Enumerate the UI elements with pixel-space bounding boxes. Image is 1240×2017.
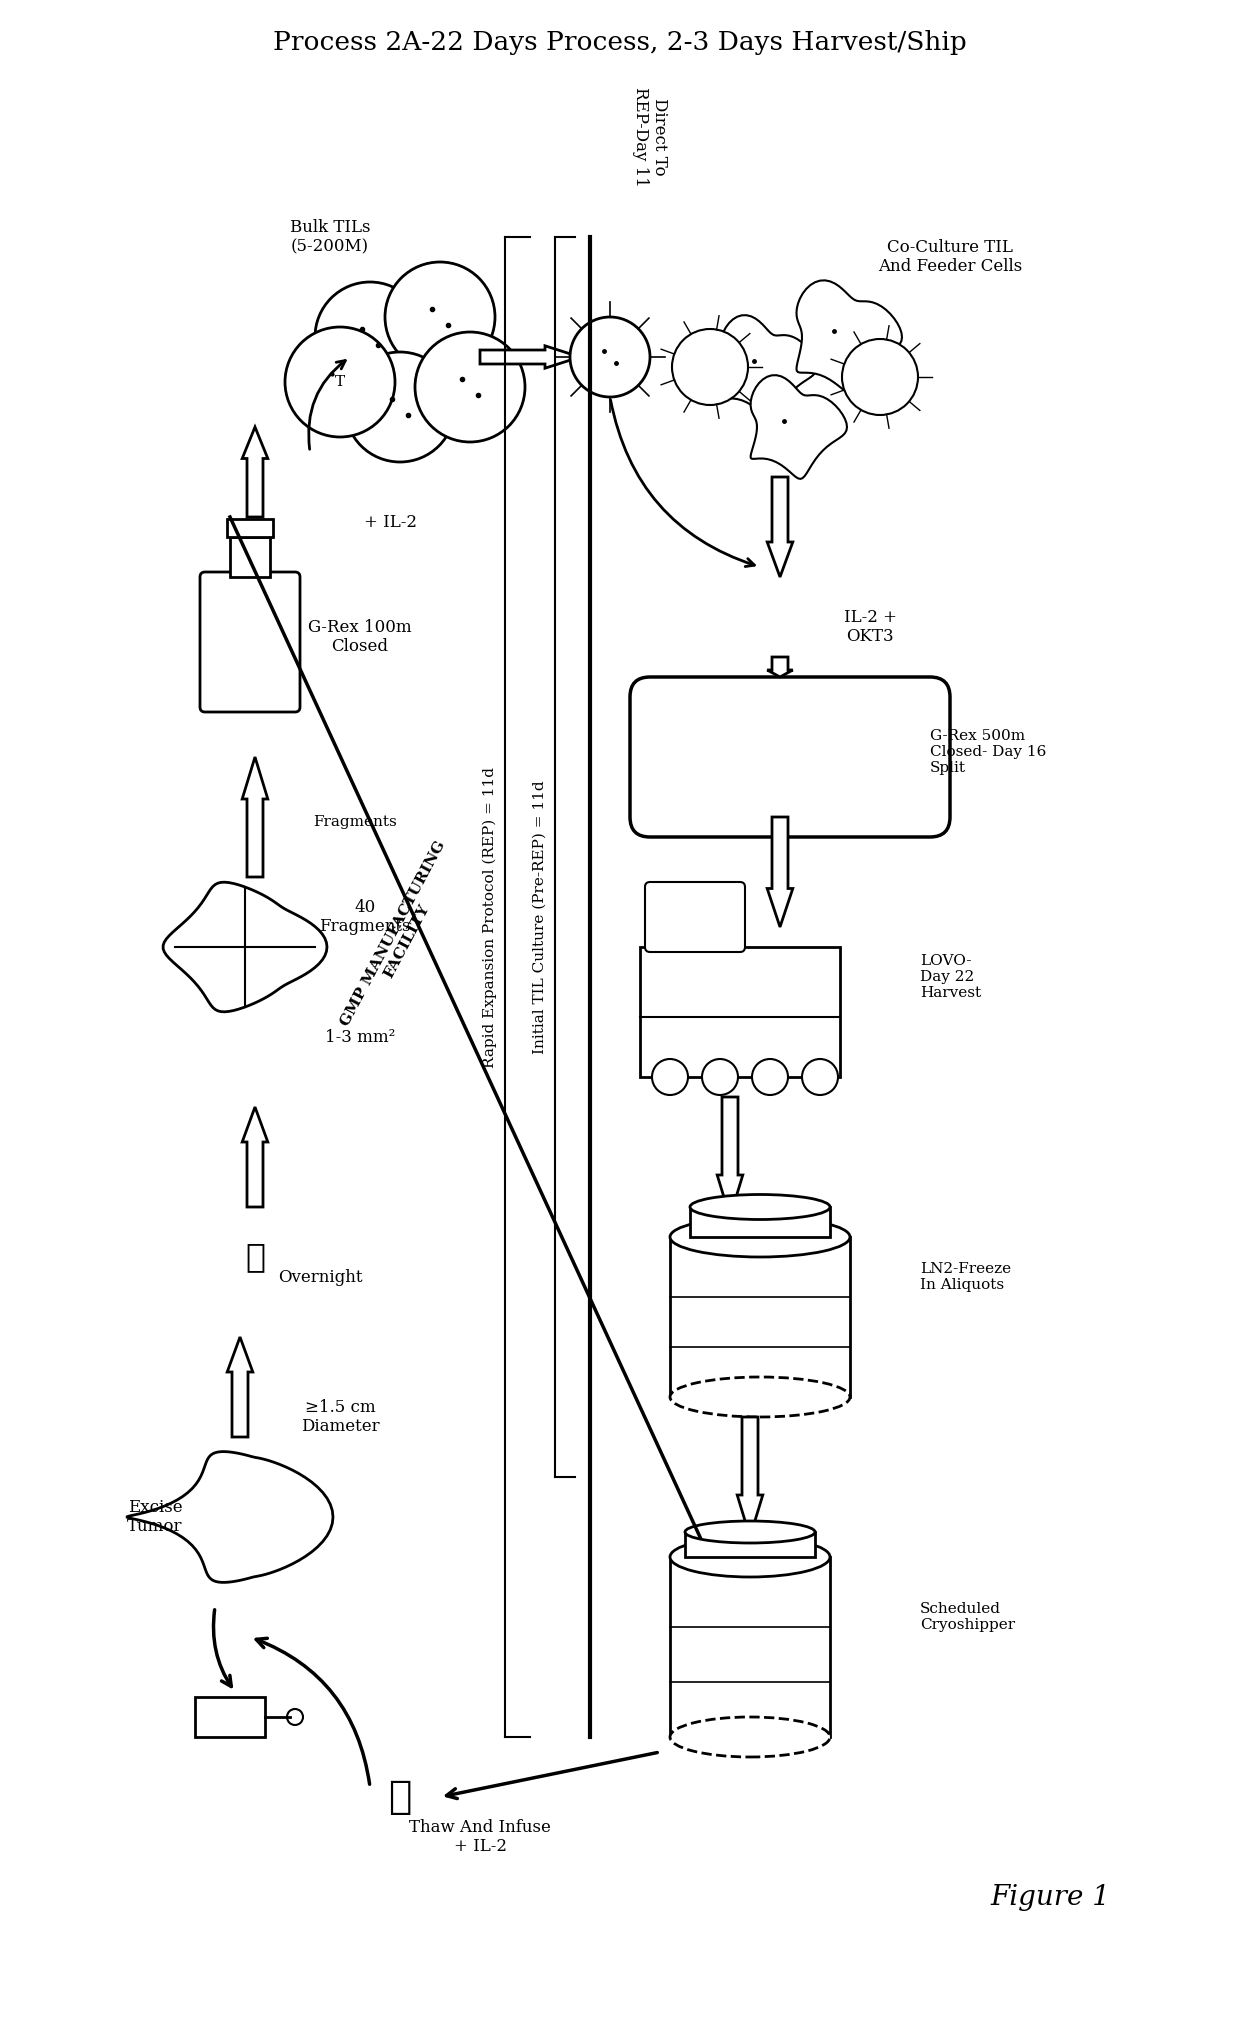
Polygon shape [796, 280, 901, 393]
Text: G-Rex 100m
Closed: G-Rex 100m Closed [309, 619, 412, 656]
Text: Scheduled
Cryoshipper: Scheduled Cryoshipper [920, 1601, 1016, 1632]
Circle shape [415, 333, 525, 442]
Polygon shape [128, 1452, 334, 1583]
FancyBboxPatch shape [630, 678, 950, 837]
Text: LN2-Freeze
In Aliquots: LN2-Freeze In Aliquots [920, 1263, 1011, 1293]
Text: Thaw And Infuse
+ IL-2: Thaw And Infuse + IL-2 [409, 1819, 551, 1856]
Polygon shape [227, 1337, 253, 1436]
FancyBboxPatch shape [200, 573, 300, 712]
Text: Co-Culture TIL
And Feeder Cells: Co-Culture TIL And Feeder Cells [878, 238, 1022, 274]
Circle shape [842, 339, 918, 416]
Polygon shape [768, 658, 792, 678]
Bar [229, 537, 270, 577]
Text: T: T [335, 375, 345, 389]
Circle shape [315, 282, 425, 391]
Text: 1-3 mm²: 1-3 mm² [325, 1029, 396, 1045]
Ellipse shape [670, 1378, 849, 1418]
Text: Fragments: Fragments [314, 815, 397, 829]
Bar [689, 1206, 830, 1236]
Circle shape [672, 329, 748, 405]
Text: Overnight: Overnight [278, 1269, 362, 1285]
FancyArrowPatch shape [610, 399, 754, 567]
Text: Rapid Expansion Protocol (REP) = 11d: Rapid Expansion Protocol (REP) = 11d [482, 766, 497, 1067]
Text: + IL-2: + IL-2 [363, 514, 417, 530]
Text: G-Rex 500m
Closed- Day 16
Split: G-Rex 500m Closed- Day 16 Split [930, 728, 1047, 775]
Circle shape [802, 1059, 838, 1095]
Circle shape [345, 353, 455, 462]
Bar [670, 1236, 849, 1398]
Circle shape [286, 1708, 303, 1725]
Polygon shape [164, 881, 327, 1013]
Text: Initial TIL Culture (Pre-REP) = 11d: Initial TIL Culture (Pre-REP) = 11d [533, 781, 547, 1053]
Text: ✈: ✈ [388, 1779, 412, 1815]
Text: Direct To
REP-Day 11: Direct To REP-Day 11 [631, 87, 668, 188]
Text: Bulk TILs
(5-200M): Bulk TILs (5-200M) [290, 218, 371, 256]
FancyBboxPatch shape [645, 881, 745, 952]
Circle shape [285, 327, 396, 438]
Polygon shape [738, 1418, 763, 1537]
Circle shape [384, 262, 495, 371]
Ellipse shape [689, 1194, 830, 1220]
Polygon shape [720, 315, 817, 420]
Bar [195, 1696, 265, 1737]
Bar [670, 1557, 830, 1737]
Ellipse shape [670, 1216, 849, 1257]
Circle shape [652, 1059, 688, 1095]
Text: ✈: ✈ [246, 1240, 265, 1273]
Text: Excise
Tumor: Excise Tumor [128, 1499, 182, 1535]
Polygon shape [242, 756, 268, 877]
Circle shape [751, 1059, 787, 1095]
Ellipse shape [670, 1537, 830, 1577]
Circle shape [702, 1059, 738, 1095]
Polygon shape [242, 428, 268, 516]
Bar [640, 948, 839, 1077]
Text: Figure 1: Figure 1 [990, 1884, 1110, 1910]
Bar [227, 518, 273, 537]
Polygon shape [242, 1107, 268, 1206]
Circle shape [570, 317, 650, 397]
Bar [684, 1533, 815, 1557]
Text: IL-2 +
OKT3: IL-2 + OKT3 [843, 609, 897, 645]
Text: Process 2A-22 Days Process, 2-3 Days Harvest/Ship: Process 2A-22 Days Process, 2-3 Days Har… [273, 30, 967, 54]
Text: ≥1.5 cm
Diameter: ≥1.5 cm Diameter [300, 1398, 379, 1436]
Ellipse shape [684, 1521, 815, 1543]
Ellipse shape [670, 1716, 830, 1757]
Text: LOVO-
Day 22
Harvest: LOVO- Day 22 Harvest [920, 954, 981, 1000]
Polygon shape [768, 476, 792, 577]
Polygon shape [480, 345, 580, 369]
Text: 40
Fragments: 40 Fragments [319, 900, 410, 936]
Polygon shape [717, 1097, 743, 1216]
Text: GMP MANUFACTURING
FACILITY: GMP MANUFACTURING FACILITY [339, 839, 463, 1037]
Polygon shape [768, 817, 792, 928]
Polygon shape [750, 375, 847, 478]
